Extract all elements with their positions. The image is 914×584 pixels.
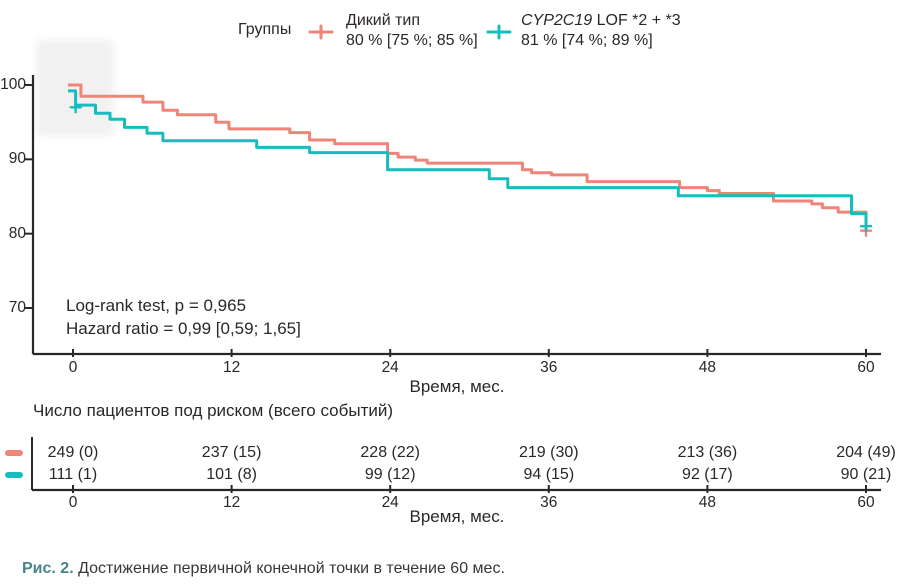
background-artifact — [36, 40, 114, 136]
figure-caption: Рис. 2. Достижение первичной конечной то… — [22, 560, 505, 578]
figure-caption-text: Достижение первичной конечной точки в те… — [73, 560, 505, 577]
x-tick-label: 0 — [68, 359, 78, 376]
legend-entry-name: CYP2C19 LOF *2 + *3 — [521, 12, 681, 29]
y-tick-label: 80 — [8, 224, 26, 242]
risk-count: 99 (12) — [364, 466, 416, 483]
y-tick-label: 70 — [8, 299, 26, 316]
risk-count: 111 (1) — [48, 466, 98, 483]
lof-legend-marker-icon — [486, 24, 512, 40]
legend-entry-estimate: 81 % [74 %; 89 %] — [521, 32, 653, 49]
stats-annotation: Log-rank test, p = 0,965 Hazard ratio = … — [66, 294, 301, 340]
risk-count: 219 (30) — [519, 444, 579, 461]
risk-count: 213 (36) — [677, 444, 738, 461]
risk-count: 249 (0) — [47, 444, 99, 461]
logrank-text: Log-rank test, p = 0,965 — [66, 296, 247, 315]
risk-table-title: Число пациентов под риском (всего событи… — [33, 401, 394, 420]
risk-count: 94 (15) — [523, 466, 575, 483]
legend-entry-estimate: 80 % [75 %; 85 %] — [346, 32, 478, 49]
x-tick-label: 36 — [540, 359, 558, 376]
x-tick-label: 48 — [698, 359, 717, 376]
risk-count: 92 (17) — [682, 466, 733, 483]
risk-x-tick-label: 36 — [540, 494, 558, 511]
figure-caption-label: Рис. 2. — [22, 560, 74, 577]
legend-entry-wild-type: Дикий тип 80 % [75 %; 85 %] — [346, 11, 478, 51]
risk-x-tick-label: 60 — [857, 494, 875, 511]
x-tick-label: 12 — [222, 359, 241, 376]
risk-count: 237 (15) — [201, 444, 262, 461]
risk-table-x-axis-title: Время, мес. — [409, 507, 505, 526]
risk-count: 101 (8) — [206, 466, 257, 483]
legend-entry-lof: CYP2C19 LOF *2 + *3 81 % [74 %; 89 %] — [521, 11, 681, 51]
risk-x-tick-label: 0 — [68, 494, 78, 511]
risk-x-tick-label: 12 — [222, 494, 241, 511]
wild-type-legend-marker-icon — [308, 24, 334, 40]
hazard-ratio-text: Hazard ratio = 0,99 [0,59; 1,65] — [66, 319, 301, 338]
risk-count: 90 (21) — [840, 466, 892, 483]
x-axis-title: Время, мес. — [409, 377, 505, 396]
y-tick-label: 90 — [8, 150, 26, 168]
risk-x-tick-label: 48 — [698, 494, 717, 511]
legend-entry-name: Дикий тип — [346, 12, 421, 29]
y-tick-label: 100 — [0, 76, 26, 93]
legend-title: Группы — [238, 21, 292, 38]
x-tick-label: 24 — [381, 359, 399, 376]
risk-count: 228 (22) — [360, 444, 420, 461]
x-tick-label: 60 — [857, 359, 875, 376]
risk-x-tick-label: 24 — [381, 494, 399, 511]
risk-count: 204 (49) — [836, 444, 896, 461]
